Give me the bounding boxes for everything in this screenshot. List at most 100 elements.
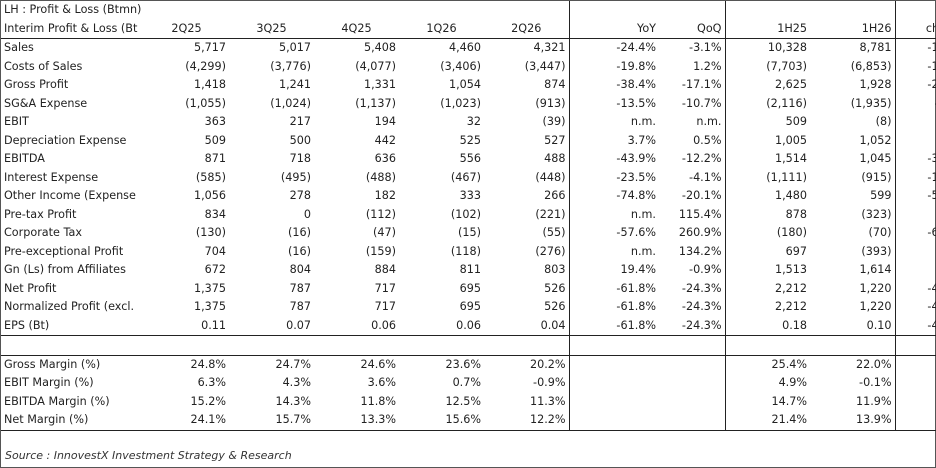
table-cell: 1,056: [193, 189, 226, 203]
table-row: Sales 5,717 5,017 5,408 4,460 4,321 -24.4% -3.1…: [1, 38, 936, 58]
table-cell: [568, 355, 659, 374]
table-cell: -38.4%: [568, 76, 659, 95]
table-cell: 13.3%: [314, 411, 399, 431]
table-cell: 787: [289, 281, 311, 295]
table-cell: 1,220: [859, 281, 892, 295]
table-cell: (118): [450, 244, 481, 258]
table-cell: 266: [544, 189, 566, 203]
table-cell: n.m.: [568, 205, 659, 224]
table-cell: (585): [195, 170, 226, 184]
table-subtitle: Interim Profit & Loss (Bt: [1, 19, 144, 39]
table-cell: -61.8%: [568, 316, 659, 336]
row-label: EPS (Bt): [1, 316, 144, 336]
table-cell: n.m.: [894, 113, 936, 132]
table-cell: [659, 411, 725, 431]
table-cell: (159): [365, 244, 396, 258]
table-cell: -44.8%: [894, 279, 936, 298]
table-row: Depreciation Expense 509 500 442 525 527 3.7% 0…: [1, 131, 936, 150]
table-cell: (393): [861, 244, 892, 258]
table-row: Gn (Ls) from Affiliates 672 804 884 811 803 19…: [1, 261, 936, 280]
table-cell: (913): [535, 96, 566, 110]
table-cell: 182: [374, 189, 396, 203]
table-cell: [568, 392, 659, 411]
table-cell: -8.5%: [894, 94, 936, 113]
table-cell: -0.9%: [533, 376, 566, 390]
table-cell: (1,024): [270, 96, 311, 110]
table-row: Pre-exceptional Profit 704 (16) (159) (118) (…: [1, 242, 936, 261]
table-cell: -57.6%: [568, 224, 659, 243]
row-label: Normalized Profit (excl.: [4, 300, 135, 314]
table-cell: 442: [374, 133, 396, 147]
table-cell: 1,045: [859, 152, 892, 166]
table-cell: (1,137): [355, 96, 396, 110]
table-cell: (448): [535, 170, 566, 184]
table-cell: 1,054: [448, 78, 481, 92]
table-cell: 333: [459, 189, 481, 203]
table-cell: 20.2%: [529, 357, 566, 371]
table-cell: 1,928: [859, 78, 892, 92]
table-cell: 4.9%: [724, 374, 810, 393]
table-cell: n.m.: [894, 205, 936, 224]
table-cell: -4.1%: [689, 170, 722, 184]
table-cell: -0.9%: [689, 263, 722, 277]
table-row: Interest Expense (585) (495) (488) (467) (448…: [1, 168, 936, 187]
table-cell: 4.7%: [894, 131, 936, 150]
table-cell: 0.11: [144, 316, 229, 336]
row-label: Gn (Ls) from Affiliates: [4, 263, 126, 277]
table-cell: (1,055): [185, 96, 226, 110]
row-label: SG&A Expense: [4, 96, 88, 110]
row-label: Costs of Sales: [4, 59, 83, 73]
table-cell: 672: [204, 263, 226, 277]
table-cell: 363: [204, 115, 226, 129]
table-cell: -44.9%: [894, 316, 936, 336]
table-cell: [568, 335, 659, 356]
row-label: Pre-tax Profit: [4, 207, 77, 221]
table-row: EPS (Bt) 0.11 0.07 0.06 0.06 0.04 -61.8% -24.3%…: [1, 316, 936, 336]
table-cell: 3.6%: [367, 376, 396, 390]
table-cell: (3,447): [524, 59, 566, 73]
table-row: Normalized Profit (excl. 1,375 787 717 695 52…: [1, 298, 936, 317]
table-row: Other Income (Expense 1,056 278 182 333 266 -7…: [1, 187, 936, 206]
table-cell: -74.8%: [568, 187, 659, 206]
table-cell: -17.7%: [894, 168, 936, 187]
table-cell: 509: [204, 133, 226, 147]
table-cell: [659, 335, 725, 356]
table-cell: (323): [861, 207, 892, 221]
table-cell: -15.0%: [894, 38, 936, 58]
table-cell: [229, 335, 314, 356]
table-cell: 2,625: [724, 76, 810, 95]
table-cell: 526: [544, 281, 566, 295]
row-label: Net Profit: [4, 281, 57, 295]
table-row: EBITDA Margin (%) 15.2% 14.3% 11.8% 12.5% 11.…: [1, 392, 936, 411]
table-cell: 636: [374, 152, 396, 166]
table-cell: 4.3%: [282, 376, 311, 390]
table-cell: [314, 335, 399, 356]
table-cell: (16): [288, 226, 311, 240]
table-cell: 1.2%: [693, 59, 722, 73]
table-cell: -19.8%: [568, 57, 659, 76]
row-label: Other Income (Expense: [4, 189, 136, 203]
table-cell: 0.04: [484, 316, 569, 336]
table-cell: 25.4%: [724, 355, 810, 374]
table-cell: 1,052: [859, 133, 892, 147]
table-cell: -12.2%: [681, 152, 722, 166]
table-row: Gross Margin (%) 24.8% 24.7% 24.6% 23.6% 20.2…: [1, 355, 936, 374]
table-row: EBIT Margin (%) 6.3% 4.3% 3.6% 0.7% -0.9% 4.9%…: [1, 374, 936, 393]
column-header: 3Q25: [229, 19, 314, 39]
table-row: EBITDA 871 718 636 556 488 -43.9% -12.2% 1,514 1,…: [1, 150, 936, 169]
table-cell: 14.7%: [724, 392, 810, 411]
table-cell: 811: [459, 263, 481, 277]
table-cell: (495): [280, 170, 311, 184]
row-label: EBITDA Margin (%): [4, 394, 110, 408]
table-cell: 24.6%: [360, 357, 396, 371]
table-cell: 2,212: [724, 298, 810, 317]
row-label: EBIT Margin (%): [4, 376, 94, 390]
table-cell: 0.5%: [693, 133, 722, 147]
table-cell: -44.8%: [894, 298, 936, 317]
table-cell: 556: [459, 152, 481, 166]
table-cell: n.m.: [568, 242, 659, 261]
table-cell: (47): [373, 226, 396, 240]
table-cell: 884: [374, 263, 396, 277]
table-cell: 1,375: [193, 300, 226, 314]
